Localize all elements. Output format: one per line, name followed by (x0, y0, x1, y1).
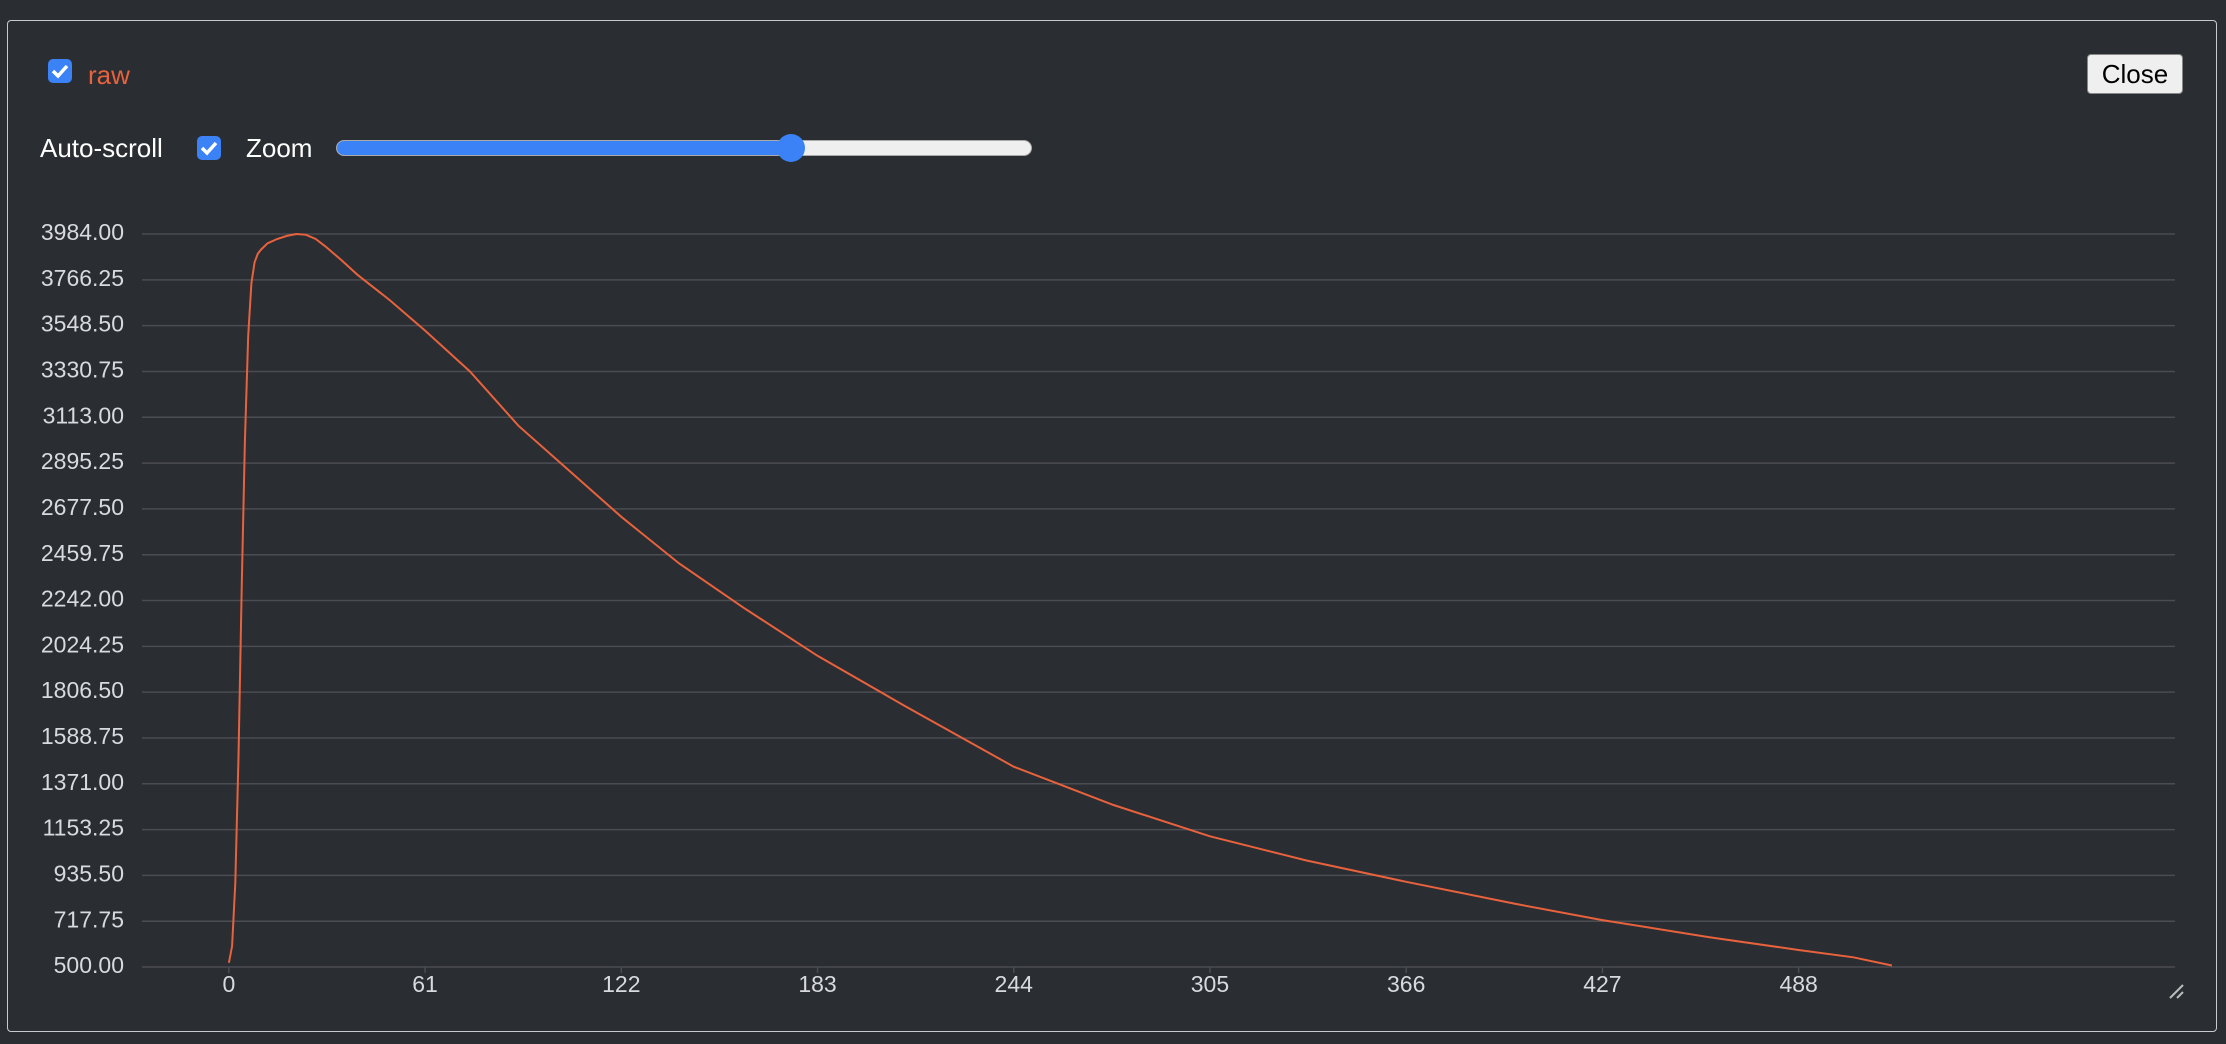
close-button[interactable]: Close (2087, 54, 2183, 94)
y-tick-label: 935.50 (54, 860, 124, 886)
x-tick-label: 0 (222, 971, 235, 997)
x-tick-label: 305 (1191, 971, 1229, 997)
x-tick-label: 61 (412, 971, 438, 997)
y-tick-label: 2895.25 (41, 448, 124, 474)
series-checkbox[interactable] (48, 59, 72, 83)
series-label: raw (88, 60, 130, 90)
y-tick-label: 500.00 (54, 952, 124, 978)
y-tick-label: 3984.00 (41, 219, 124, 245)
y-tick-label: 3113.00 (43, 402, 124, 428)
resize-handle[interactable] (2169, 984, 2184, 999)
zoom-slider[interactable] (336, 140, 1032, 156)
y-tick-label: 2459.75 (41, 540, 124, 566)
y-tick-label: 3766.25 (41, 265, 124, 291)
y-tick-label: 2242.00 (41, 586, 124, 612)
y-tick-label: 1806.50 (41, 677, 124, 703)
data-line (227, 232, 1893, 967)
x-tick-label: 366 (1387, 971, 1425, 997)
auto-scroll-label: Auto-scroll (40, 133, 163, 163)
slider-thumb[interactable] (777, 134, 805, 162)
y-tick-label: 2024.25 (41, 631, 124, 657)
x-tick-label: 244 (995, 971, 1034, 997)
x-tick-label: 122 (602, 971, 640, 997)
x-tick-label: 488 (1779, 971, 1817, 997)
x-tick-label: 183 (798, 971, 836, 997)
slider-fill (337, 141, 792, 155)
y-tick-label: 1153.25 (43, 815, 124, 841)
y-tick-label: 1588.75 (41, 723, 124, 749)
y-tick-label: 2677.50 (41, 494, 124, 520)
x-tick-label: 427 (1583, 971, 1621, 997)
zoom-label: Zoom (246, 133, 313, 163)
y-tick-label: 3330.75 (41, 357, 124, 383)
y-tick-label: 1371.00 (41, 769, 124, 795)
auto-scroll-checkbox[interactable] (197, 136, 221, 160)
y-tick-label: 3548.50 (41, 311, 124, 337)
y-tick-label: 717.75 (54, 906, 124, 932)
plot-window (7, 20, 2217, 1032)
